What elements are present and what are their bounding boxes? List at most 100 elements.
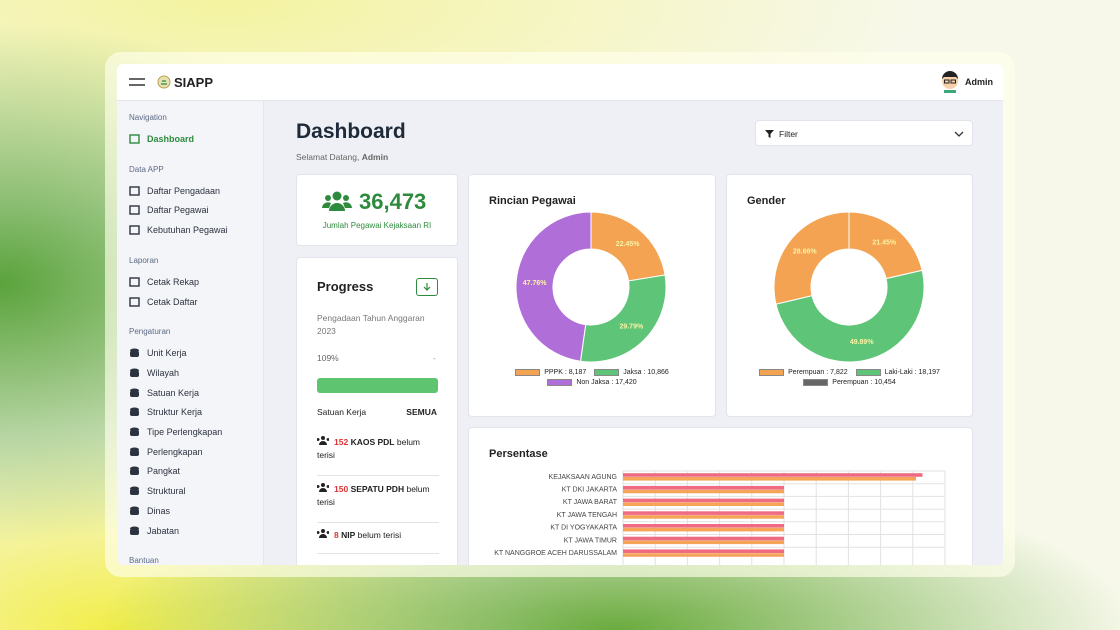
brand: SIAPP (174, 75, 214, 90)
icon-part (130, 430, 139, 436)
bar (623, 549, 784, 553)
icon-part (129, 225, 140, 235)
nav-icon (130, 348, 139, 358)
nav-item[interactable]: Satuan Kerja (129, 387, 199, 399)
icon-part (130, 469, 139, 476)
item-name: SEPATU PDH (350, 483, 405, 494)
chart-title: Gender (747, 195, 786, 207)
legend-entry: Jaksa : 10,866 (594, 369, 669, 376)
people-icon (316, 529, 330, 538)
logo (157, 75, 171, 89)
icon-part (129, 205, 140, 216)
people-icon (316, 436, 330, 445)
legend-swatch (803, 379, 829, 386)
nav-item[interactable]: Wilayah (129, 367, 179, 379)
bar (623, 553, 784, 557)
progress-extra: - (433, 353, 436, 363)
legend-swatch (547, 379, 573, 386)
nav-item[interactable]: Dinas (129, 505, 170, 517)
nav-label: Tipe Perlengkapan (147, 427, 223, 437)
legend-swatch (759, 369, 785, 376)
bar (623, 498, 784, 503)
nav-label: Daftar Pegawai (147, 205, 209, 216)
bar (623, 536, 784, 541)
nav-icon (130, 368, 139, 377)
icon-part (130, 508, 139, 515)
slice-label: 21.45% (872, 240, 897, 247)
nav-label: Cetak Daftar (147, 296, 198, 307)
nav-icon (130, 427, 139, 436)
nav-item[interactable]: Tipe Perlengkapan (129, 426, 222, 438)
nav-icon (130, 407, 139, 417)
charts-overlay: 22.45% 29.79% 47.76% 21.45% 49.89% 28.66% KEJA… (494, 211, 946, 565)
nav-item[interactable]: Pangkat (129, 465, 180, 477)
nav-label: Perlengkapan (147, 446, 203, 457)
section-title: Pengaturan (129, 327, 171, 337)
legend-entry: Perempuan : 7,822 (759, 369, 848, 376)
legend-label: PPPK : 8,187 (544, 369, 587, 376)
category-label: KT DI YOGYAKARTA (550, 525, 617, 532)
filter-label: Filter (779, 129, 798, 139)
sidebar: Navigation Dashboard Data APP Daftar Pengad… (117, 101, 264, 565)
menu-icon[interactable] (129, 76, 145, 88)
slice-label: 29.79% (619, 323, 644, 330)
nav-item[interactable]: Cetak Rekap (129, 276, 199, 288)
legend-swatch (515, 369, 541, 376)
avatar[interactable] (940, 71, 960, 93)
download-button[interactable] (416, 278, 438, 296)
people-icon (316, 482, 330, 492)
nav-icon (129, 205, 140, 216)
nav-item[interactable]: Daftar Pegawai (129, 204, 209, 216)
icon-part (316, 529, 330, 538)
icon-part (130, 351, 139, 358)
nav-icon (129, 277, 140, 287)
nav-item[interactable]: Daftar Pengadaan (129, 185, 220, 197)
category-label: KT NANGGROE ACEH DARUSSALAM (494, 550, 617, 557)
greeting-name: Admin (361, 152, 389, 162)
legend-swatch (594, 369, 620, 376)
nav-icon (129, 185, 140, 196)
bar (623, 477, 917, 481)
category-label: KT JAWA TIMUR (564, 537, 617, 544)
icon-part (129, 134, 140, 144)
bar (623, 527, 784, 532)
user-name[interactable]: Admin (965, 77, 993, 87)
item-status: belum terisi (357, 530, 402, 540)
legend-items: PPPK : 8,187 Jaksa : 10,866 Non Jaksa : 17… (497, 369, 687, 386)
bar (623, 524, 784, 528)
nav-item[interactable]: Perlengkapan (129, 446, 203, 458)
bar (623, 502, 784, 506)
legend-label: Laki-Laki : 18,197 (884, 369, 940, 376)
progress-subtitle: Pengadaan Tahun Anggaran 2023 (317, 313, 425, 336)
nav-item[interactable]: Kebutuhan Pegawai (129, 224, 228, 236)
greeting-text: Selamat Datang, (296, 152, 360, 162)
stat-value: 36,473 (359, 189, 427, 214)
progress-bar (317, 378, 438, 393)
category-label: KEJAKSAAN AGUNG (549, 474, 617, 481)
progress-item: 150 SEPATU PDH belum terisi (316, 482, 439, 509)
bar (623, 485, 784, 490)
separator (317, 475, 439, 476)
icon-part (130, 528, 139, 535)
filter-dropdown[interactable]: Filter (755, 120, 973, 146)
nav-item[interactable]: Struktural (129, 485, 186, 497)
nav-label: Pangkat (147, 466, 181, 477)
bar (623, 511, 784, 515)
nav-item[interactable]: Unit Kerja (129, 347, 187, 359)
legend-label: Non Jaksa : 17,420 (576, 379, 637, 386)
nav-item[interactable]: Cetak Daftar (129, 296, 198, 308)
nav-item[interactable]: Dashboard (129, 133, 194, 145)
nav-item[interactable]: Struktur Kerja (129, 406, 202, 418)
donut-slice (775, 269, 925, 363)
nav-label: Jabatan (147, 525, 180, 536)
legend-items: Perempuan : 7,822 Laki-Laki : 18,197 Perem… (755, 369, 945, 386)
item-name: NIP (341, 530, 356, 540)
nav-label: Dinas (147, 505, 171, 516)
bar (623, 515, 784, 519)
header: SIAPP Admin (117, 64, 1003, 101)
progress-title: Progress (317, 279, 374, 294)
nav-item[interactable]: Jabatan (129, 525, 179, 537)
legend-entry: Laki-Laki : 18,197 (855, 369, 940, 376)
slice-label: 47.76% (523, 280, 548, 287)
app: SIAPP Admin Navigation Dashboard Data APP D… (117, 64, 1003, 565)
